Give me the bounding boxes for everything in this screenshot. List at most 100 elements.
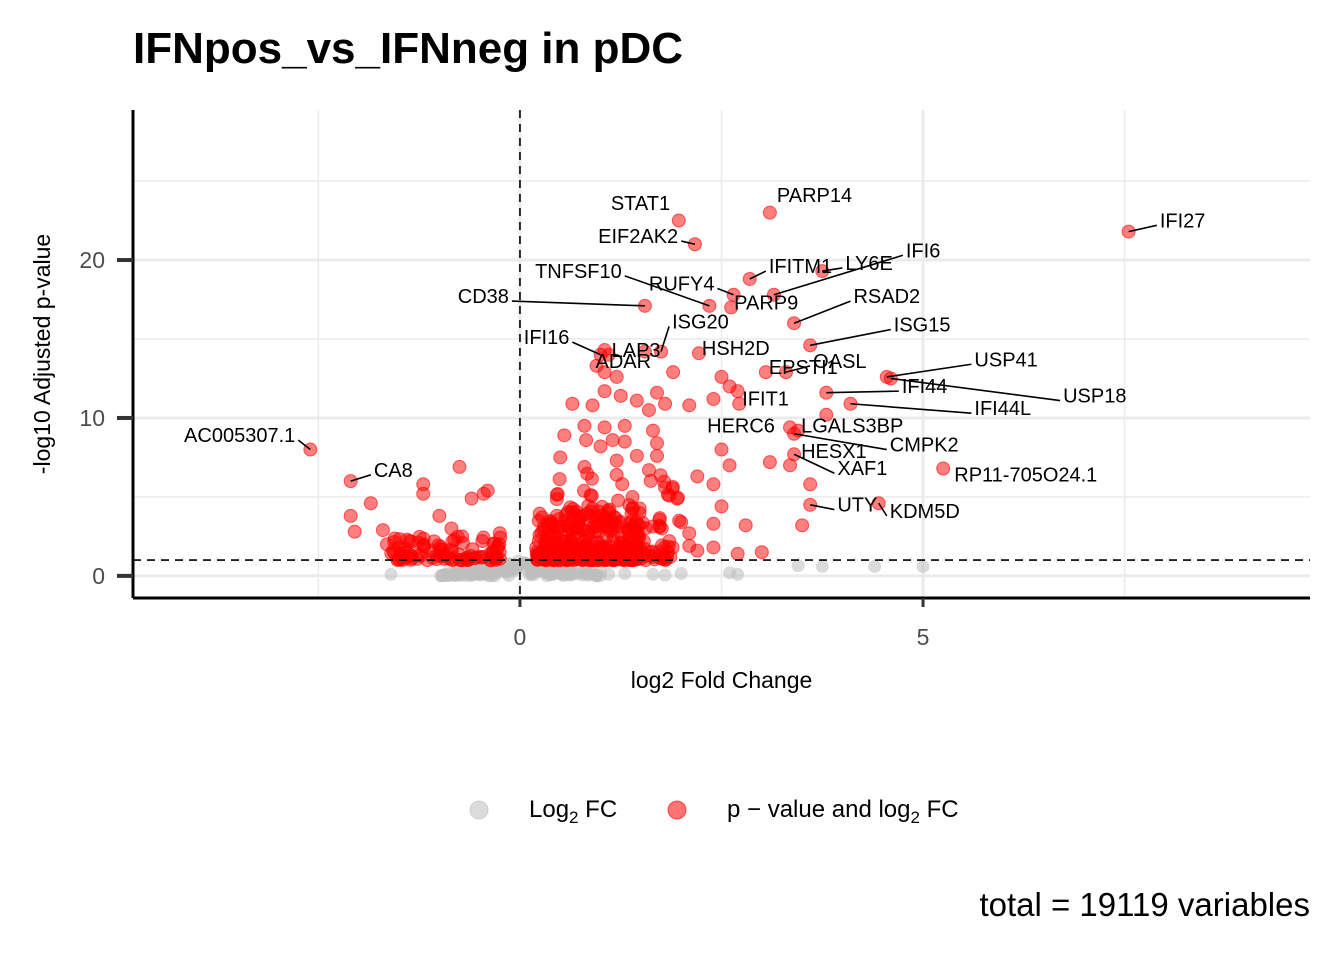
sig-point <box>465 542 480 557</box>
sig-point <box>762 455 777 470</box>
sig-point <box>597 420 612 435</box>
sig-point <box>670 490 685 505</box>
gene-label: IFI16 <box>524 327 570 349</box>
ns-point <box>518 561 532 575</box>
sig-point <box>582 513 597 528</box>
y-axis-title: -log10 Adjusted p-value <box>29 234 55 474</box>
gene-label: CD38 <box>458 286 509 308</box>
gene-label: LY6E <box>845 253 892 275</box>
sig-point <box>625 500 640 515</box>
sig-point <box>629 448 644 463</box>
sig-point <box>652 511 667 526</box>
sig-point <box>480 483 495 498</box>
gene-labels: IFI27 PARP14 STAT1 EIF2AK2 IFITM1 LY6E IFI6 TNF… <box>184 185 1205 523</box>
sig-point <box>379 537 394 552</box>
sig-point <box>375 523 390 538</box>
gene-label: PARP9 <box>734 292 798 314</box>
y-tick-label: 20 <box>79 247 105 273</box>
gene-label: HSH2D <box>702 338 770 360</box>
ns-point <box>562 565 576 579</box>
legend-key-pvalue-log2fc <box>667 800 687 820</box>
gene-label: IFIT1 <box>742 389 789 411</box>
label-connector <box>681 240 696 246</box>
sig-point <box>589 358 604 373</box>
sig-point <box>706 477 721 492</box>
sig-point <box>730 546 745 561</box>
y-tick-label: 10 <box>79 405 105 431</box>
sig-point <box>609 453 624 468</box>
sig-point <box>706 540 721 555</box>
sig-point <box>416 531 431 546</box>
sig-point <box>611 493 626 508</box>
gene-label: ADAR <box>596 351 652 373</box>
ns-point <box>731 567 745 581</box>
sig-point <box>565 509 580 524</box>
sig-point <box>597 384 612 399</box>
gene-label: HESX1 <box>801 441 867 463</box>
gene-label: IFI6 <box>906 240 940 262</box>
sig-point <box>637 542 652 557</box>
sig-point <box>432 508 447 523</box>
sig-point <box>363 496 378 511</box>
sig-point <box>690 543 705 558</box>
sig-point <box>416 486 431 501</box>
sig-point <box>658 480 673 495</box>
sig-point <box>613 540 628 555</box>
sig-point <box>617 434 632 449</box>
legend-key-log2fc <box>469 800 489 820</box>
sig-point <box>577 459 592 474</box>
cutoff-lines <box>133 110 1310 598</box>
sig-point <box>706 516 721 531</box>
label-connector <box>297 439 311 451</box>
x-axis-title: log2 Fold Change <box>631 667 813 693</box>
ns-point <box>498 563 512 577</box>
gene-label: KDM5D <box>890 501 960 523</box>
sig-point <box>682 526 697 541</box>
sig-point <box>605 514 620 529</box>
ns-point <box>791 559 805 573</box>
sig-point <box>594 508 609 523</box>
ns-point <box>579 567 593 581</box>
sig-point <box>724 300 739 315</box>
sig-point <box>714 442 729 457</box>
ns-point <box>449 566 463 580</box>
sig-point <box>557 428 572 443</box>
gene-label: USP18 <box>1063 386 1126 408</box>
sig-point <box>601 347 616 362</box>
sig-point <box>593 439 608 454</box>
sig-point <box>803 477 818 492</box>
sig-point <box>666 365 681 380</box>
ns-point <box>618 567 632 581</box>
sig-point <box>585 398 600 413</box>
gene-label: XAF1 <box>837 458 887 480</box>
gene-label: LAP3 <box>612 340 661 362</box>
gene-label: ISG20 <box>672 311 729 333</box>
label-connector <box>511 300 645 307</box>
sig-point <box>691 346 706 361</box>
sig-point <box>404 548 419 563</box>
sig-point <box>564 534 579 549</box>
sig-point <box>650 448 665 463</box>
sig-point <box>583 488 598 503</box>
gene-label: OASL <box>813 351 866 373</box>
label-connector <box>826 390 899 394</box>
sig-point <box>400 532 415 547</box>
sig-point <box>444 521 459 536</box>
gene-label: PARP14 <box>777 185 852 207</box>
sig-point <box>617 418 632 433</box>
gene-label: TNFSF10 <box>535 261 622 283</box>
sig-point <box>650 436 665 451</box>
gene-label: RSAD2 <box>853 286 920 308</box>
sig-point <box>671 213 686 228</box>
label-connector <box>749 270 767 280</box>
label-connector <box>793 300 851 324</box>
sig-point <box>609 467 624 482</box>
sig-point <box>452 459 467 474</box>
sig-point <box>584 471 599 486</box>
legend-label-log2fc: Log2 FC <box>529 796 617 827</box>
grid-lines <box>133 110 1310 598</box>
sig-point <box>605 433 620 448</box>
sig-point <box>547 519 562 534</box>
sig-point <box>550 487 565 502</box>
sig-point <box>577 418 592 433</box>
